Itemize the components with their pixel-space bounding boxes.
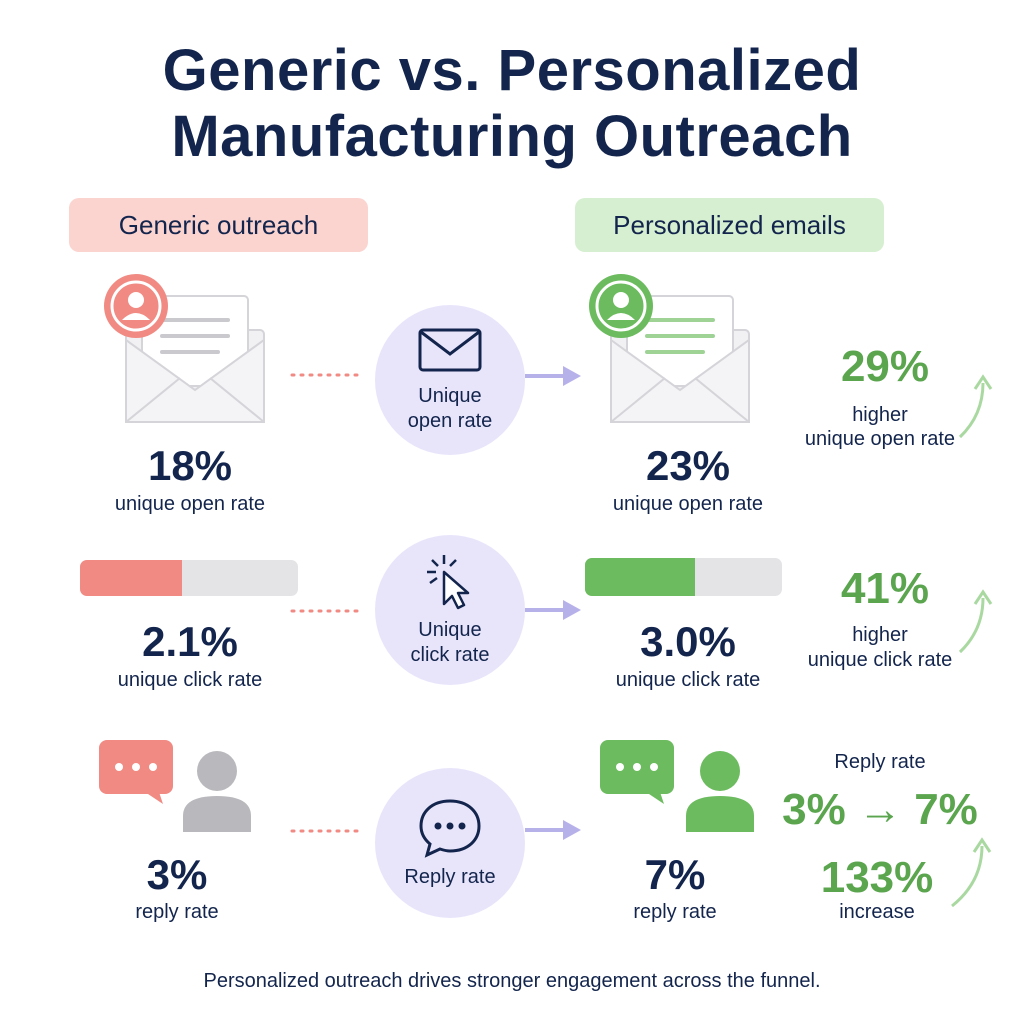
generic-click-rate-value: 2.1%	[142, 618, 238, 665]
personalized-emails-label: Personalized emails	[575, 198, 884, 252]
chat-and-person-icon	[99, 740, 251, 832]
dotted-connector	[290, 829, 360, 833]
footer-note: Personalized outreach drives stronger en…	[203, 970, 821, 992]
metric-click-line-1: Unique	[418, 619, 482, 641]
reply-side-heading: Reply rate	[834, 751, 926, 773]
chat-bubble-icon	[419, 798, 481, 858]
metric-circle-reply: Reply rate	[375, 768, 525, 918]
personal-reply-rate-value: 7%	[644, 851, 706, 898]
click-lift-line-2: unique click rate	[807, 649, 953, 671]
dotted-connector	[290, 373, 360, 377]
generic-click-rate-caption: unique click rate	[117, 669, 263, 691]
mail-icon	[418, 328, 482, 372]
personal-click-bar	[585, 558, 782, 596]
personal-open-rate-value: 23%	[645, 442, 731, 489]
personal-reply-rate-caption: reply rate	[633, 901, 717, 923]
open-lift-line-2: unique open rate	[804, 428, 956, 450]
open-lift-value: 29%	[840, 342, 930, 391]
envelope-with-user-icon	[104, 274, 265, 423]
reply-lift-caption: increase	[839, 901, 915, 923]
metric-click-line-2: click rate	[410, 644, 490, 666]
title-line-1: Generic vs. Personalized	[162, 38, 862, 103]
personal-click-rate-caption: unique click rate	[615, 669, 761, 691]
open-lift-line-1: higher	[852, 404, 908, 426]
click-lift-line-1: higher	[852, 624, 908, 646]
personal-click-bar-fill	[585, 558, 696, 596]
title-line-2: Manufacturing Outreach	[171, 104, 853, 169]
personal-open-rate-caption: unique open rate	[612, 493, 764, 515]
metric-circle-open: Unique open rate	[375, 305, 525, 455]
generic-reply-rate-caption: reply rate	[135, 901, 219, 923]
personal-click-rate-value: 3.0%	[640, 618, 736, 665]
trend-up-arrow-icon	[958, 374, 993, 439]
generic-open-rate-value: 18%	[147, 442, 233, 489]
right-arrow-icon	[525, 366, 581, 386]
generic-open-rate-caption: unique open rate	[114, 493, 266, 515]
reply-lift-value: 133%	[820, 853, 934, 902]
metric-open-line-2: open rate	[407, 410, 493, 432]
page-title: Generic vs. Personalized Manufacturing O…	[0, 38, 1024, 170]
generic-click-bar	[80, 560, 298, 596]
metric-reply-label: Reply rate	[404, 865, 496, 888]
reply-side-change: 3% → 7%	[782, 785, 978, 834]
right-arrow-icon	[525, 600, 581, 620]
dotted-connector	[290, 609, 360, 613]
trend-up-arrow-icon	[951, 837, 992, 908]
metric-circle-click: Unique click rate	[375, 535, 525, 685]
chat-and-person-icon	[600, 740, 754, 832]
generic-reply-rate-value: 3%	[146, 851, 208, 898]
trend-up-arrow-icon	[958, 589, 993, 654]
envelope-with-user-icon	[589, 274, 750, 423]
generic-click-bar-fill	[80, 560, 183, 596]
click-lift-value: 41%	[840, 564, 930, 613]
cursor-click-icon	[427, 555, 470, 610]
generic-outreach-label: Generic outreach	[69, 198, 368, 252]
right-arrow-icon	[525, 820, 581, 840]
metric-open-line-1: Unique	[418, 385, 482, 407]
